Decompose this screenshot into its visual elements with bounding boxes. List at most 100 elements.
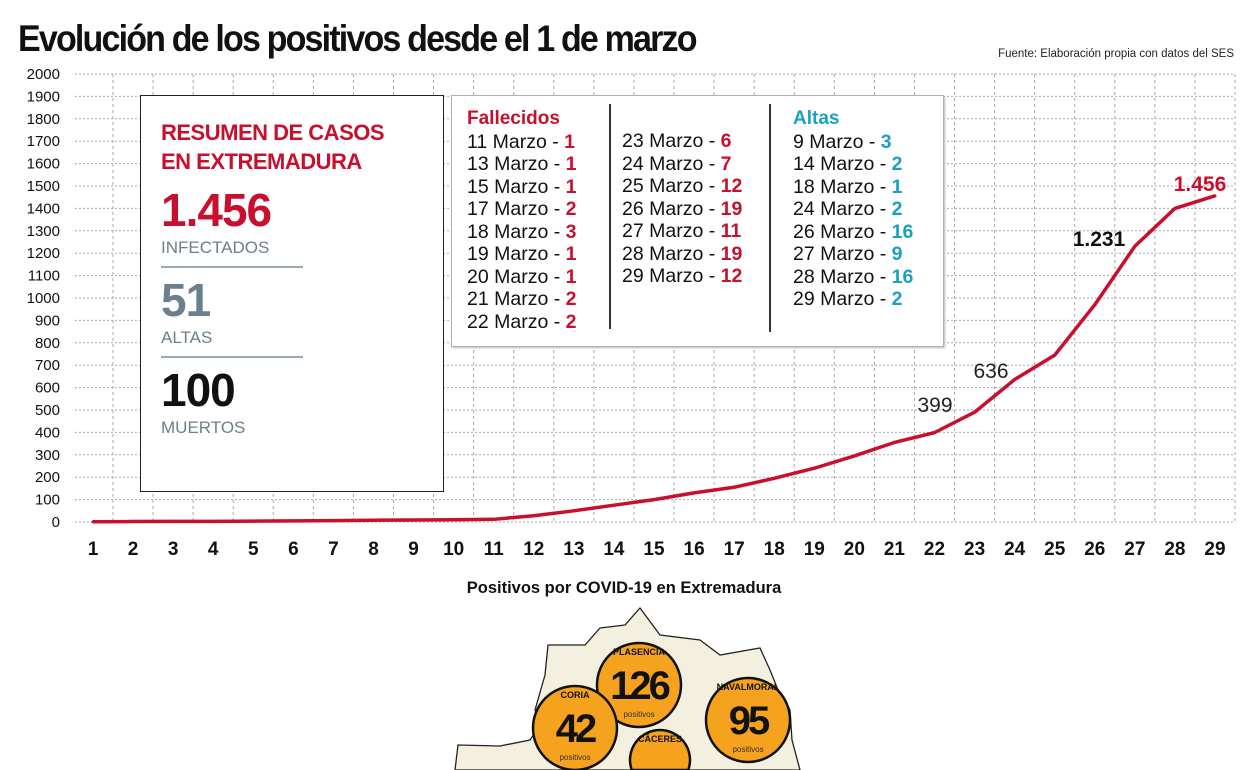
list-item: 22 Marzo - 2 bbox=[467, 311, 576, 334]
list-date: 18 Marzo - bbox=[467, 220, 566, 243]
x-tick-label: 20 bbox=[844, 539, 865, 560]
page-title: Evolución de los positivos desde el 1 de… bbox=[18, 18, 698, 59]
divider bbox=[161, 266, 303, 268]
list-date: 28 Marzo - bbox=[793, 265, 892, 288]
area-circle-plasencia: PLASENCIA 126 positivos bbox=[595, 641, 683, 729]
data-point bbox=[772, 476, 776, 480]
list-count: 1 bbox=[565, 153, 577, 175]
data-point bbox=[171, 519, 175, 523]
x-tick-label: 10 bbox=[443, 539, 464, 560]
list-item: 19 Marzo - 1 bbox=[467, 243, 576, 266]
list-item: 18 Marzo - 1 bbox=[793, 176, 913, 199]
list-date: 26 Marzo - bbox=[793, 220, 892, 243]
divider bbox=[769, 104, 771, 332]
list-count: 16 bbox=[891, 220, 914, 243]
list-date: 25 Marzo - bbox=[622, 175, 721, 197]
data-label: 1.456 bbox=[1174, 173, 1227, 196]
list-count: 1 bbox=[565, 243, 577, 265]
list-item: 15 Marzo - 1 bbox=[467, 176, 576, 199]
list-date: 18 Marzo - bbox=[793, 175, 892, 198]
list-item: 11 Marzo - 1 bbox=[467, 131, 576, 154]
x-tick-label: 2 bbox=[128, 539, 139, 560]
x-tick-label: 16 bbox=[684, 539, 705, 560]
list-count: 7 bbox=[720, 152, 732, 175]
list-date: 27 Marzo - bbox=[622, 220, 721, 242]
list-item: 14 Marzo - 2 bbox=[793, 153, 913, 176]
x-tick-label: 3 bbox=[168, 539, 179, 560]
list-item: 29 Marzo - 2 bbox=[793, 288, 913, 311]
list-count: 3 bbox=[565, 220, 577, 243]
y-tick-label: 900 bbox=[35, 312, 60, 329]
x-tick-label: 15 bbox=[643, 539, 665, 560]
list-item: 29 Marzo - 12 bbox=[622, 265, 742, 288]
data-point bbox=[852, 454, 856, 458]
list-item: 9 Marzo - 3 bbox=[793, 131, 913, 154]
list-item: 27 Marzo - 11 bbox=[622, 220, 742, 243]
x-tick-label: 8 bbox=[368, 539, 379, 560]
y-tick-label: 1600 bbox=[27, 156, 60, 173]
x-tick-label: 12 bbox=[523, 539, 544, 560]
data-point bbox=[612, 503, 616, 507]
data-point bbox=[892, 440, 896, 444]
list-item: 28 Marzo - 19 bbox=[622, 243, 742, 266]
data-point bbox=[452, 518, 456, 522]
list-count: 6 bbox=[720, 130, 732, 152]
deaths-label: MUERTOS bbox=[161, 418, 246, 437]
list-count: 1 bbox=[565, 265, 577, 288]
list-date: 28 Marzo - bbox=[622, 242, 721, 265]
list-item: 24 Marzo - 2 bbox=[793, 198, 913, 221]
data-point bbox=[572, 509, 576, 513]
list-item: 17 Marzo - 2 bbox=[467, 198, 576, 221]
list-date: 29 Marzo - bbox=[793, 288, 892, 310]
x-tick-label: 14 bbox=[603, 539, 625, 560]
list-item: 18 Marzo - 3 bbox=[467, 221, 576, 244]
list-count: 11 bbox=[720, 220, 742, 242]
area-unit: positivos bbox=[623, 710, 654, 719]
area-name: NAVALMORAL bbox=[717, 682, 780, 692]
y-tick-label: 0 bbox=[52, 514, 60, 531]
list-date: 19 Marzo - bbox=[467, 243, 566, 265]
list-count: 9 bbox=[891, 243, 903, 265]
infected-count: 1.456 bbox=[161, 184, 272, 236]
area-unit: positivos bbox=[559, 753, 590, 762]
source-note: Fuente: Elaboración propia con datos del… bbox=[998, 48, 1234, 60]
list-count: 19 bbox=[720, 197, 743, 220]
y-tick-label: 1800 bbox=[27, 111, 60, 128]
x-tick-label: 11 bbox=[484, 539, 505, 560]
list-item: 13 Marzo - 1 bbox=[467, 153, 576, 176]
y-tick-label: 1200 bbox=[27, 245, 60, 262]
y-tick-label: 1000 bbox=[27, 290, 60, 307]
list-count: 2 bbox=[891, 198, 903, 220]
area-name: PLASENCIA bbox=[613, 647, 666, 657]
y-tick-label: 1900 bbox=[27, 88, 60, 105]
data-point bbox=[1093, 303, 1097, 307]
list-item: 25 Marzo - 12 bbox=[622, 175, 742, 198]
list-date: 15 Marzo - bbox=[467, 175, 566, 198]
area-circle-coria: CORIA 42 positivos bbox=[531, 684, 619, 770]
data-point bbox=[251, 519, 255, 523]
x-tick-label: 27 bbox=[1124, 539, 1145, 560]
area-circle-navalmoral: NAVALMORAL 95 positivos bbox=[704, 676, 792, 764]
y-tick-label: 500 bbox=[35, 402, 60, 419]
summary-heading-2: EN EXTREMADURA bbox=[161, 149, 362, 174]
x-tick-label: 26 bbox=[1084, 539, 1105, 560]
data-point bbox=[933, 431, 936, 435]
list-count: 12 bbox=[720, 175, 743, 197]
y-tick-label: 1300 bbox=[27, 223, 60, 240]
list-item: 26 Marzo - 19 bbox=[622, 198, 742, 221]
data-point bbox=[812, 466, 816, 470]
list-count: 2 bbox=[891, 288, 903, 310]
list-item: 21 Marzo - 2 bbox=[467, 288, 576, 311]
list-date: 24 Marzo - bbox=[793, 198, 892, 220]
list-count: 2 bbox=[565, 310, 577, 333]
list-date: 9 Marzo - bbox=[793, 130, 881, 153]
list-count: 1 bbox=[564, 130, 576, 153]
list-date: 29 Marzo - bbox=[622, 265, 721, 287]
y-tick-label: 300 bbox=[35, 447, 60, 464]
data-point bbox=[91, 520, 95, 524]
list-date: 20 Marzo - bbox=[467, 265, 566, 288]
y-tick-label: 1400 bbox=[27, 200, 60, 217]
circle-marker bbox=[628, 728, 692, 770]
list-date: 22 Marzo - bbox=[467, 310, 566, 333]
divider bbox=[161, 356, 303, 358]
